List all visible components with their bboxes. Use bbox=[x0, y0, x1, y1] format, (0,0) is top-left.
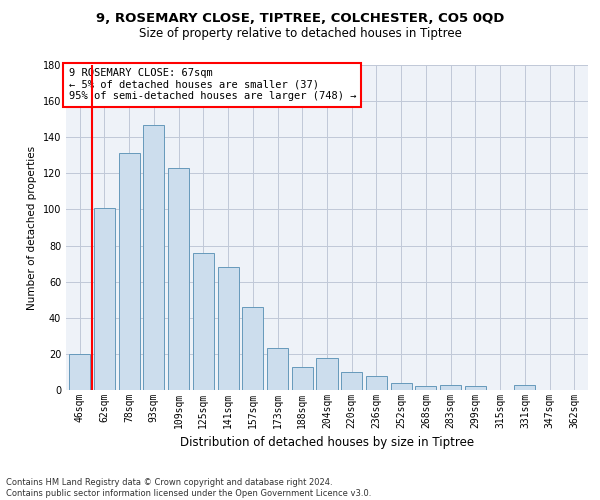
Bar bbox=[465, 386, 486, 390]
Bar bbox=[242, 307, 263, 390]
Bar bbox=[69, 354, 90, 390]
Bar bbox=[316, 358, 338, 390]
Bar bbox=[391, 383, 412, 390]
Bar bbox=[119, 154, 140, 390]
Bar bbox=[193, 253, 214, 390]
Bar bbox=[415, 386, 436, 390]
Text: 9, ROSEMARY CLOSE, TIPTREE, COLCHESTER, CO5 0QD: 9, ROSEMARY CLOSE, TIPTREE, COLCHESTER, … bbox=[96, 12, 504, 26]
Bar bbox=[218, 267, 239, 390]
Bar bbox=[168, 168, 189, 390]
Text: 9 ROSEMARY CLOSE: 67sqm
← 5% of detached houses are smaller (37)
95% of semi-det: 9 ROSEMARY CLOSE: 67sqm ← 5% of detached… bbox=[68, 68, 356, 102]
X-axis label: Distribution of detached houses by size in Tiptree: Distribution of detached houses by size … bbox=[180, 436, 474, 450]
Bar bbox=[440, 384, 461, 390]
Text: Contains HM Land Registry data © Crown copyright and database right 2024.
Contai: Contains HM Land Registry data © Crown c… bbox=[6, 478, 371, 498]
Y-axis label: Number of detached properties: Number of detached properties bbox=[27, 146, 37, 310]
Bar bbox=[267, 348, 288, 390]
Bar bbox=[94, 208, 115, 390]
Bar bbox=[341, 372, 362, 390]
Bar bbox=[143, 124, 164, 390]
Bar bbox=[366, 376, 387, 390]
Bar bbox=[292, 366, 313, 390]
Text: Size of property relative to detached houses in Tiptree: Size of property relative to detached ho… bbox=[139, 28, 461, 40]
Bar bbox=[514, 384, 535, 390]
